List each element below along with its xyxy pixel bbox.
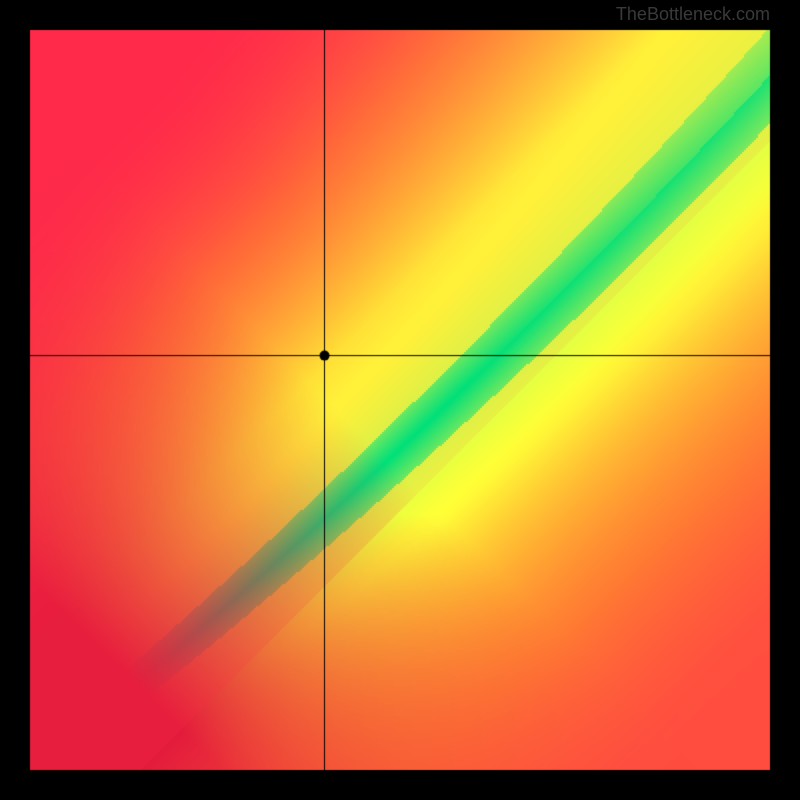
- attribution-text: TheBottleneck.com: [616, 4, 770, 25]
- chart-wrapper: TheBottleneck.com: [0, 0, 800, 800]
- bottleneck-heatmap: [0, 0, 800, 800]
